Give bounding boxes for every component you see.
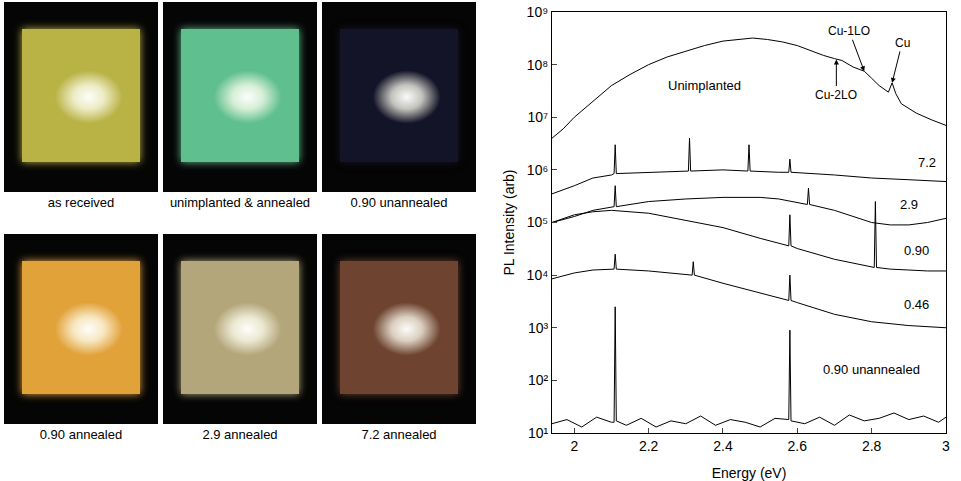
svg-text:PL Intensity (arb): PL Intensity (arb) — [501, 169, 517, 275]
svg-text:10⁵: 10⁵ — [527, 214, 548, 230]
svg-text:2.4: 2.4 — [713, 438, 733, 454]
html-text:as received: as received — [47, 195, 115, 210]
svg-text:Cu-2LO: Cu-2LO — [815, 88, 857, 102]
svg-text:Energy (eV): Energy (eV) — [712, 465, 787, 481]
html-text:0.90 annealed: 0.90 annealed — [39, 427, 123, 442]
svg-text:Cu: Cu — [895, 36, 910, 50]
svg-text:7.2: 7.2 — [918, 155, 936, 170]
svg-text:10²: 10² — [528, 372, 549, 388]
svg-text:10⁷: 10⁷ — [528, 109, 549, 125]
svg-text:10⁶: 10⁶ — [527, 162, 548, 178]
svg-text:10⁸: 10⁸ — [527, 57, 549, 73]
svg-text:0.46: 0.46 — [904, 297, 929, 312]
svg-text:Cu-1LO: Cu-1LO — [828, 24, 870, 38]
html-text:unimplanted & annealed: unimplanted & annealed — [169, 195, 311, 210]
svg-text:10⁹: 10⁹ — [527, 4, 549, 20]
svg-text:0.90: 0.90 — [904, 243, 929, 258]
html-text:2.9 annealed: 2.9 annealed — [202, 427, 278, 442]
svg-text:2.8: 2.8 — [862, 438, 882, 454]
html-text:7.2 annealed: 7.2 annealed — [361, 427, 437, 442]
svg-text:0.90 unannealed: 0.90 unannealed — [823, 362, 920, 377]
svg-text:10⁴: 10⁴ — [527, 267, 549, 283]
svg-text:2.2: 2.2 — [639, 438, 659, 454]
html-text:0.90 unannealed: 0.90 unannealed — [350, 195, 448, 210]
svg-text:2.6: 2.6 — [788, 438, 808, 454]
svg-text:3: 3 — [942, 438, 950, 454]
svg-text:Unimplanted: Unimplanted — [668, 78, 741, 93]
svg-text:2.9: 2.9 — [900, 197, 918, 212]
svg-text:2: 2 — [570, 438, 578, 454]
svg-text:10³: 10³ — [528, 320, 549, 336]
svg-text:10¹: 10¹ — [528, 425, 549, 441]
